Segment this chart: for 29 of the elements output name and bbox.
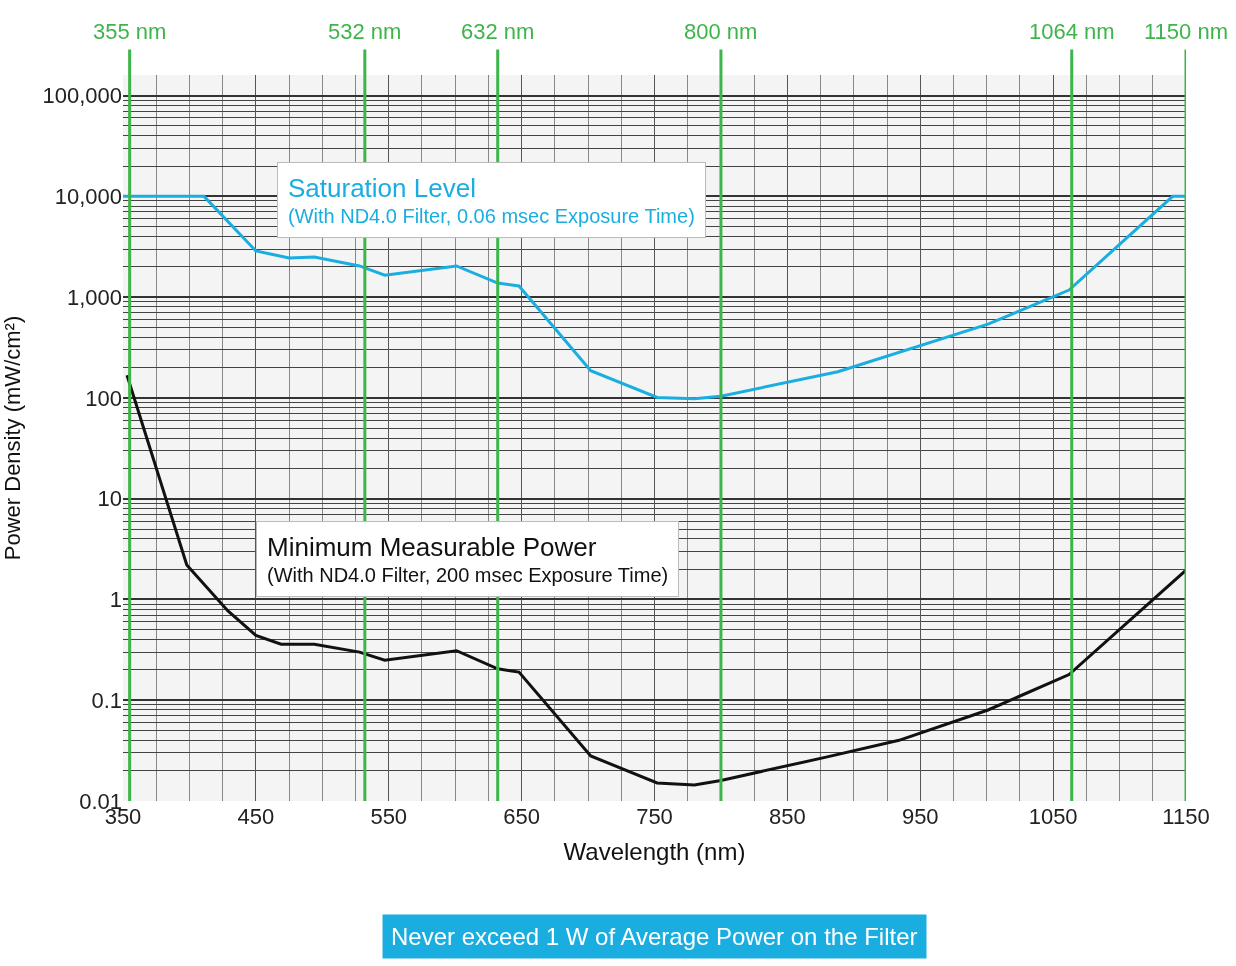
annotation: (With ND4.0 Filter, 200 msec Exposure Time)	[267, 564, 669, 586]
text: Never exceed 1 W of Average Power on the Filter	[391, 923, 918, 950]
x-tick-label: 950	[901, 804, 939, 829]
x-axis-title: Wavelength (nm)	[563, 838, 746, 866]
y-tick-label: 100	[85, 385, 122, 411]
x-tick-label: 650	[503, 804, 540, 829]
annotation: (With ND4.0 Filter, 0.06 msec Exposure Time)	[288, 205, 695, 227]
y-tick-label: 100,000	[42, 83, 122, 109]
y-tick-label: 10	[97, 486, 122, 512]
line-series	[125, 373, 1186, 787]
y-tick-label: 10,000	[54, 184, 122, 210]
x-tick-label: 1050	[1028, 804, 1078, 829]
text: Saturation Level	[288, 173, 476, 203]
ref-line-label: 800 nm	[684, 19, 758, 44]
ref-line-label: 1064 nm	[1029, 19, 1115, 44]
y-tick-label: 1	[109, 587, 122, 613]
x-tick-label: 550	[370, 804, 408, 829]
y-axis-title: Power Density (mW/cm²)	[0, 315, 26, 561]
x-tick-label: 750	[636, 804, 673, 829]
ref-line-label: 532 nm	[328, 19, 402, 44]
x-tick-label: 450	[237, 804, 275, 829]
ref-line-label: 632 nm	[461, 19, 535, 44]
ref-line-label: 1150 nm	[1144, 19, 1228, 44]
x-tick-label: 850	[769, 804, 806, 829]
text: Minimum Measurable Power	[267, 532, 597, 562]
ref-line-label: 355 nm	[93, 19, 167, 44]
y-tick-label: 1,000	[66, 284, 122, 310]
x-tick-label: 1150	[1162, 804, 1210, 829]
y-tick-label: 0.1	[91, 687, 122, 713]
